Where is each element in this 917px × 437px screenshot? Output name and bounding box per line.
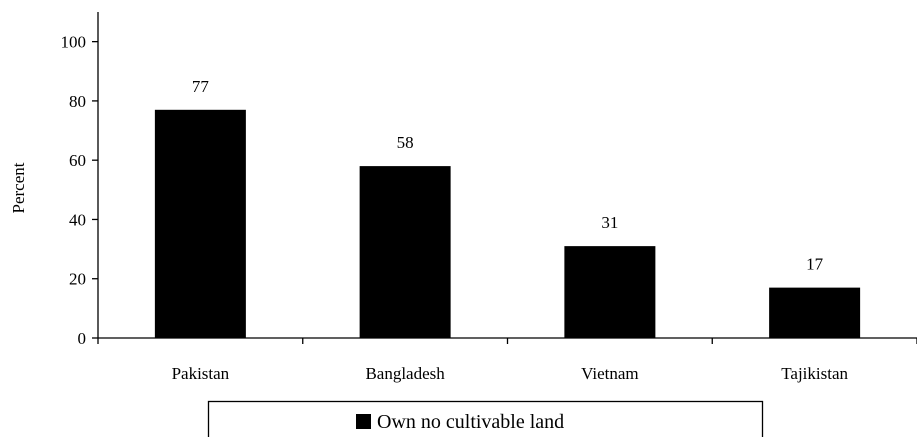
y-tick-label: 0 — [78, 329, 87, 348]
bar-bangladesh — [359, 166, 451, 338]
legend-label: Own no cultivable land — [377, 411, 564, 433]
y-tick-label: 100 — [61, 33, 87, 52]
y-tick-label: 60 — [69, 151, 86, 170]
category-label-vietnam: Vietnam — [581, 364, 639, 383]
bar-pakistan — [154, 109, 246, 338]
y-axis-ticks: 0 20 40 60 80 100 — [61, 33, 917, 348]
data-label-vietnam: 31 — [601, 213, 618, 232]
legend: Own no cultivable land — [207, 400, 764, 437]
bar-tajikistan — [769, 287, 861, 338]
bars — [154, 109, 861, 338]
category-label-bangladesh: Bangladesh — [365, 364, 445, 383]
category-label-pakistan: Pakistan — [172, 364, 230, 383]
category-label-tajikistan: Tajikistan — [781, 364, 848, 383]
category-labels: Pakistan Bangladesh Vietnam Tajikistan — [172, 364, 849, 383]
y-axis-title: Percent — [9, 162, 28, 213]
y-tick-label: 80 — [69, 92, 86, 111]
data-labels: 77 58 31 17 — [192, 77, 824, 274]
bar-vietnam — [564, 246, 656, 338]
data-label-bangladesh: 58 — [397, 133, 414, 152]
y-tick-label: 40 — [69, 210, 86, 229]
data-label-pakistan: 77 — [192, 77, 210, 96]
legend-box — [207, 400, 764, 437]
y-tick-label: 20 — [69, 270, 86, 289]
data-label-tajikistan: 17 — [806, 255, 824, 274]
legend-swatch — [356, 414, 371, 429]
